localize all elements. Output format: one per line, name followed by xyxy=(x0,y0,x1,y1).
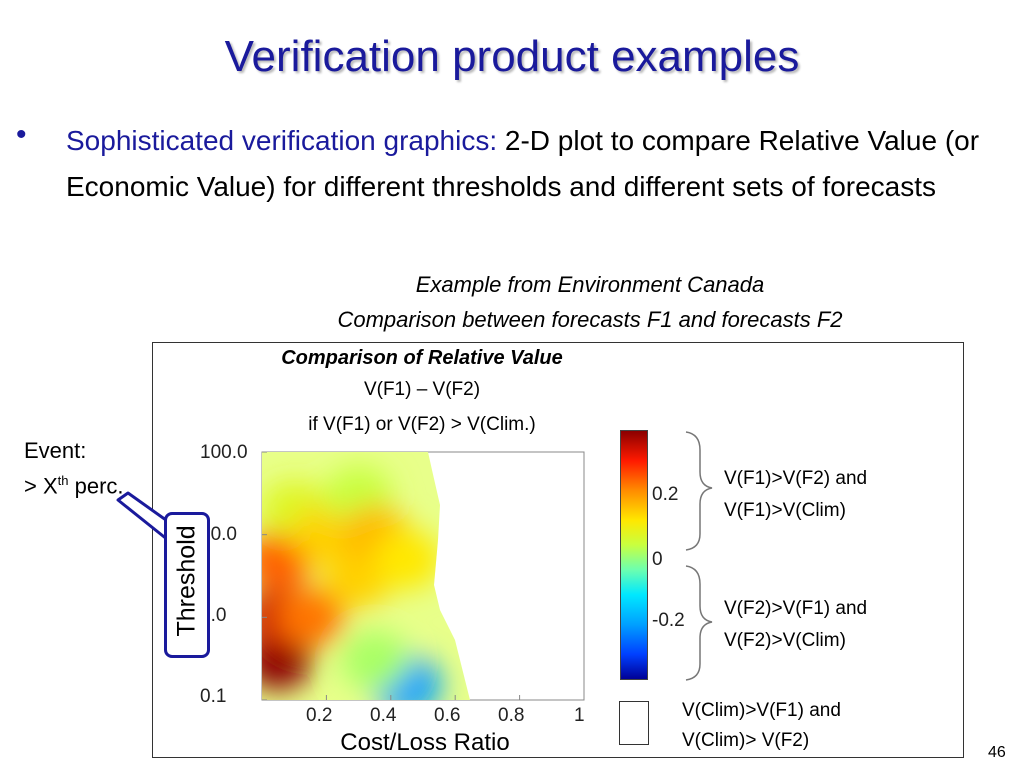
lower-brace xyxy=(685,565,713,681)
x-tick-label: 0.8 xyxy=(498,705,525,726)
figure-frame xyxy=(152,342,964,758)
colorbar xyxy=(620,430,648,680)
caption-line-2: Comparison between forecasts F1 and fore… xyxy=(337,307,843,332)
axis-ticks xyxy=(262,451,585,701)
x-tick-label: 0.2 xyxy=(306,705,333,726)
bullet-body: 2-D plot to compare Relative Value (or E… xyxy=(66,125,980,202)
event-label-line-2: > Xth perc. xyxy=(24,473,124,499)
figure-title: Comparison of Relative Value xyxy=(281,347,563,369)
figure-subtitle-2: if V(F1) or V(F2) > V(Clim.) xyxy=(308,414,536,435)
x-tick-label: 0.4 xyxy=(370,705,397,726)
y-axis-label: Threshold xyxy=(172,525,201,637)
caption-line-1: Example from Environment Canada xyxy=(415,272,765,297)
heatmap-cells xyxy=(262,452,470,700)
bullet-lead: Sophisticated verification graphics: xyxy=(66,125,498,156)
x-tick-label: 0.6 xyxy=(434,705,461,726)
heatmap-cell xyxy=(262,630,313,691)
heatmap-cell xyxy=(340,630,409,691)
y-tick-label: 0.1 xyxy=(200,686,227,707)
legend-f2-better: V(F2)>V(F1) and V(F2)>V(Clim) xyxy=(724,598,868,651)
slide-number: 46 xyxy=(988,744,1006,761)
colorbar-tick-label: 0 xyxy=(652,549,663,570)
x-axis-label: Cost/Loss Ratio xyxy=(340,729,510,756)
x-tick-label: 1 xyxy=(574,705,585,726)
colorbar-tick-label: -0.2 xyxy=(652,610,685,631)
bullet-text: Sophisticated verification graphics: 2-D… xyxy=(66,118,996,210)
heatmap-cell xyxy=(276,587,345,648)
y-tick-label: 100.0 xyxy=(200,442,248,463)
legend-f1-better: V(F1)>V(F2) and V(F1)>V(Clim) xyxy=(724,468,868,521)
bullet-marker: • xyxy=(16,118,27,151)
legend-clim-better: V(Clim)>V(F1) and V(Clim)> V(F2) xyxy=(682,700,841,751)
threshold-callout-box xyxy=(164,512,210,658)
slide-title: Verification product examples xyxy=(224,32,800,81)
upper-brace xyxy=(685,431,713,551)
event-label-line-1: Event: xyxy=(24,438,87,463)
figure-subtitle-1: V(F1) – V(F2) xyxy=(363,379,481,400)
event-label: Event: > Xth perc. xyxy=(24,436,124,501)
clim-swatch xyxy=(619,701,649,745)
colorbar-tick-label: 0.2 xyxy=(652,484,679,505)
heatmap-cell xyxy=(372,529,441,590)
